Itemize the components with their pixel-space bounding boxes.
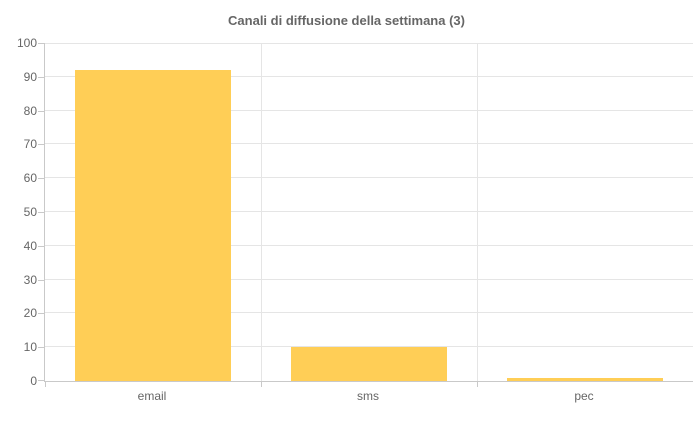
y-axis-tick bbox=[38, 280, 44, 281]
y-tick-label: 80 bbox=[23, 104, 37, 118]
gridline bbox=[45, 211, 693, 212]
y-tick-label: 100 bbox=[16, 36, 37, 50]
y-tick-label: 40 bbox=[23, 239, 37, 253]
y-axis-tick bbox=[38, 77, 44, 78]
x-axis-tick bbox=[45, 381, 46, 387]
y-axis-tick bbox=[38, 212, 44, 213]
y-tick-label: 0 bbox=[30, 374, 37, 388]
y-axis-tick bbox=[38, 111, 44, 112]
y-axis-tick bbox=[38, 246, 44, 247]
category-separator bbox=[261, 43, 262, 381]
y-axis-tick bbox=[38, 178, 44, 179]
y-axis-tick bbox=[38, 144, 44, 145]
x-tick-label: pec bbox=[574, 389, 594, 403]
gridline bbox=[45, 110, 693, 111]
gridline bbox=[45, 245, 693, 246]
y-axis-tick bbox=[38, 380, 44, 381]
chart-title: Canali di diffusione della settimana (3) bbox=[228, 13, 465, 28]
y-axis: 0 10 20 30 40 50 60 70 80 90 100 bbox=[0, 36, 37, 388]
bar-sms bbox=[291, 347, 447, 381]
gridline bbox=[45, 43, 693, 44]
y-tick-label: 30 bbox=[23, 273, 37, 287]
y-tick-label: 70 bbox=[23, 137, 37, 151]
x-tick-label: sms bbox=[357, 389, 379, 403]
x-axis: email sms pec bbox=[44, 389, 692, 405]
gridline bbox=[45, 279, 693, 280]
bar-email bbox=[75, 70, 231, 381]
bar-pec bbox=[507, 378, 663, 381]
y-axis-tick bbox=[38, 313, 44, 314]
category-separator bbox=[477, 43, 478, 381]
y-tick-label: 60 bbox=[23, 171, 37, 185]
y-tick-label: 50 bbox=[23, 205, 37, 219]
y-axis-tick bbox=[38, 43, 44, 44]
gridline bbox=[45, 177, 693, 178]
y-tick-label: 90 bbox=[23, 70, 37, 84]
x-tick-label: email bbox=[137, 389, 167, 403]
x-axis-tick bbox=[261, 381, 262, 387]
plot-area bbox=[38, 43, 693, 387]
y-axis-tick bbox=[38, 347, 44, 348]
gridline bbox=[45, 143, 693, 144]
y-tick-label: 20 bbox=[23, 306, 37, 320]
gridline bbox=[45, 346, 693, 347]
gridline bbox=[45, 312, 693, 313]
x-axis-tick bbox=[477, 381, 478, 387]
y-tick-label: 10 bbox=[23, 340, 37, 354]
gridline bbox=[45, 76, 693, 77]
